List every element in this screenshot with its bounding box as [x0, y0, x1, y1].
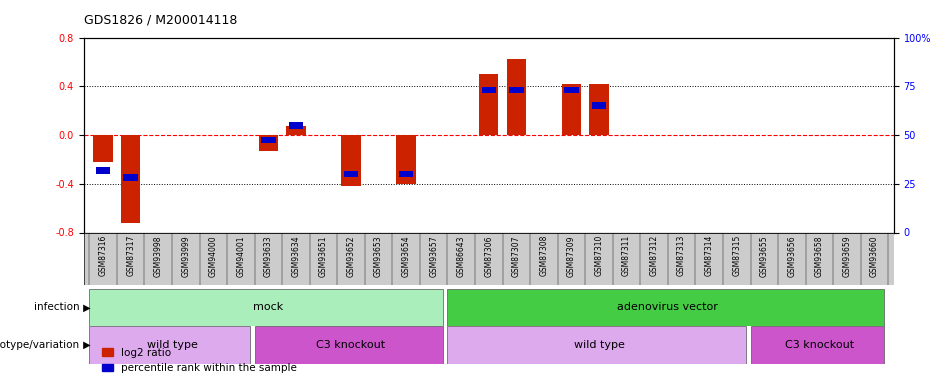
- Text: GSM93652: GSM93652: [346, 235, 356, 277]
- Bar: [448, 289, 884, 326]
- Text: GSM93998: GSM93998: [154, 235, 163, 277]
- Bar: [397, 135, 416, 184]
- Bar: [398, 171, 413, 177]
- Bar: [592, 102, 606, 109]
- Text: GSM93651: GSM93651: [319, 235, 328, 277]
- Bar: [506, 59, 526, 135]
- Bar: [750, 326, 884, 364]
- Text: GSM87317: GSM87317: [126, 235, 135, 276]
- Text: wild type: wild type: [573, 340, 625, 350]
- Bar: [124, 174, 138, 181]
- Text: mock: mock: [253, 303, 284, 312]
- Text: GSM87313: GSM87313: [677, 235, 686, 276]
- Bar: [448, 326, 747, 364]
- Text: wild type: wild type: [146, 340, 197, 350]
- Text: infection: infection: [34, 303, 79, 312]
- Bar: [254, 326, 443, 364]
- Bar: [287, 126, 305, 135]
- Text: GSM87311: GSM87311: [622, 235, 631, 276]
- Text: GSM93654: GSM93654: [401, 235, 411, 277]
- Bar: [509, 87, 523, 93]
- Text: GSM93656: GSM93656: [788, 235, 796, 277]
- Text: GSM87315: GSM87315: [732, 235, 741, 276]
- Bar: [259, 135, 278, 151]
- Bar: [342, 135, 360, 186]
- Text: GSM94000: GSM94000: [209, 235, 218, 277]
- Text: GSM87306: GSM87306: [484, 235, 493, 277]
- Text: GSM86643: GSM86643: [457, 235, 466, 277]
- Bar: [589, 84, 609, 135]
- Bar: [89, 289, 443, 326]
- Text: GSM87309: GSM87309: [567, 235, 576, 277]
- Bar: [261, 136, 276, 143]
- Text: GSM93658: GSM93658: [815, 235, 824, 277]
- Bar: [344, 171, 358, 177]
- Text: GSM87316: GSM87316: [99, 235, 108, 276]
- Text: GDS1826 / M200014118: GDS1826 / M200014118: [84, 13, 237, 26]
- Text: GSM87314: GSM87314: [705, 235, 714, 276]
- Text: GSM87307: GSM87307: [512, 235, 520, 277]
- Bar: [89, 326, 250, 364]
- Bar: [564, 87, 579, 93]
- Bar: [93, 135, 113, 162]
- Text: GSM93999: GSM93999: [182, 235, 190, 277]
- Bar: [481, 87, 496, 93]
- Text: GSM87312: GSM87312: [650, 235, 658, 276]
- Text: GSM93634: GSM93634: [291, 235, 301, 277]
- Text: GSM93660: GSM93660: [870, 235, 879, 277]
- Bar: [561, 84, 581, 135]
- Text: GSM87310: GSM87310: [595, 235, 603, 276]
- Text: GSM87308: GSM87308: [539, 235, 548, 276]
- Text: adenovirus vector: adenovirus vector: [617, 303, 719, 312]
- Text: GSM93659: GSM93659: [843, 235, 852, 277]
- Text: C3 knockout: C3 knockout: [785, 340, 854, 350]
- Text: C3 knockout: C3 knockout: [317, 340, 385, 350]
- Bar: [289, 122, 304, 129]
- Text: GSM93653: GSM93653: [374, 235, 383, 277]
- Bar: [96, 167, 110, 174]
- Text: ▶: ▶: [80, 340, 90, 350]
- Text: ▶: ▶: [80, 303, 90, 312]
- Text: GSM93655: GSM93655: [760, 235, 769, 277]
- Text: GSM94001: GSM94001: [236, 235, 246, 277]
- Bar: [479, 74, 498, 135]
- Legend: log2 ratio, percentile rank within the sample: log2 ratio, percentile rank within the s…: [99, 344, 302, 375]
- Text: genotype/variation: genotype/variation: [0, 340, 79, 350]
- Text: GSM93633: GSM93633: [263, 235, 273, 277]
- Text: GSM93657: GSM93657: [429, 235, 439, 277]
- Bar: [121, 135, 141, 223]
